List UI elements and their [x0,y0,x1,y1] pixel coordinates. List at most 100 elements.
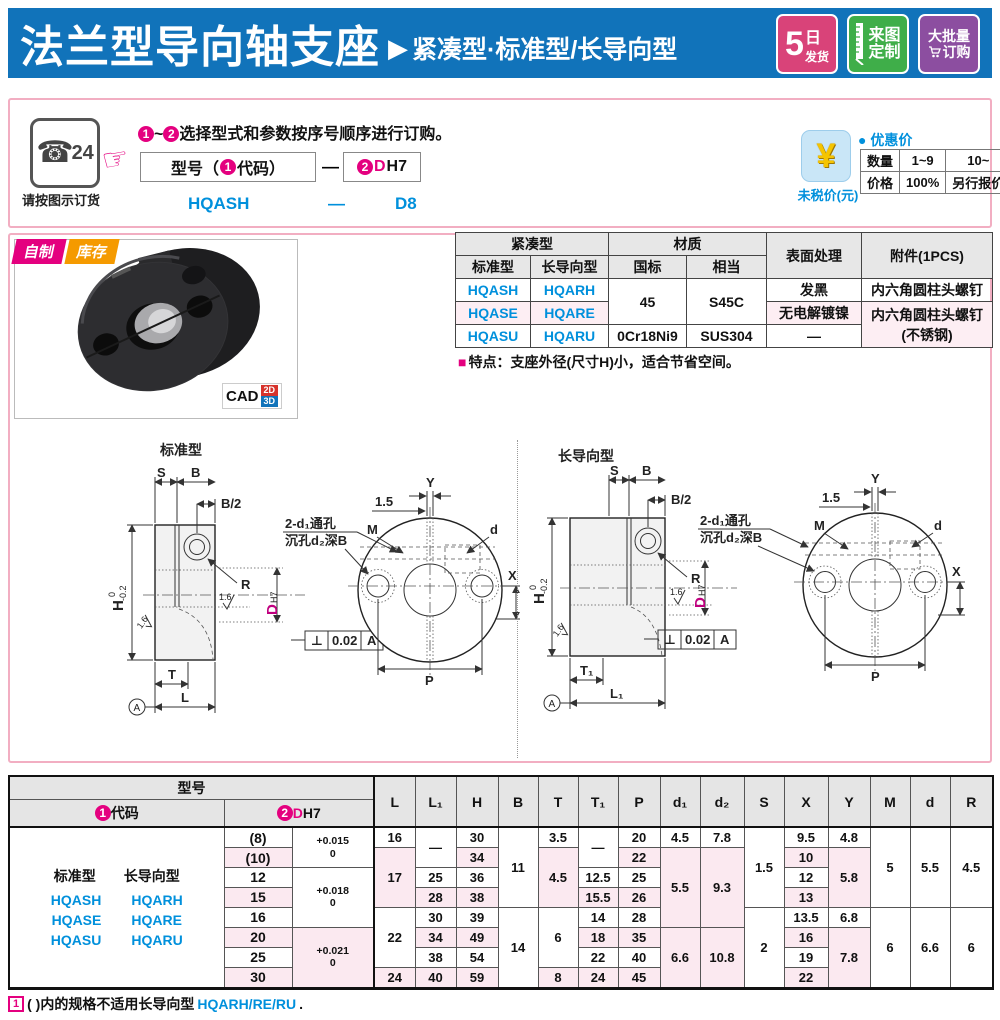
svg-text:S: S [610,463,619,478]
model-hqase: HQASE [455,301,531,325]
drawing-separator [517,440,518,758]
dim-d-small: d [490,522,498,537]
svg-text:P: P [871,669,880,684]
col-d: d [909,775,951,828]
material-row: HQASH HQARH 45 S45C 发黑 内六角圆柱头螺钉 [455,278,993,325]
dim-d-bore: D [264,604,281,615]
col-code: 1 代码 [8,798,225,828]
pointing-finger-icon: ☞ [99,140,132,179]
page-title: 法兰型导向轴支座 [20,23,380,72]
dim-h: H [110,600,127,611]
datum-a: A [134,703,141,714]
svg-text:X: X [952,564,961,579]
service-badges: 5 日 发货 来图 定制 大批量 [776,14,980,74]
price-h-10: 10~ [945,149,1000,172]
svg-text:沉孔d₂深B: 沉孔d₂深B [700,530,762,545]
svg-text:-0.2: -0.2 [118,585,128,601]
svg-text:1.5: 1.5 [822,490,840,505]
dim-l: L [181,690,189,705]
svg-text:D: D [692,597,709,608]
arrow-icon: ▶ [388,32,408,63]
price-quote: 另行报价 [945,171,1000,194]
ordering-panel: ☎ 24 请按图示订货 ☞ 1 ~2 选择型式和参数按序号顺序进行订购。 型号（ 1 代… [8,98,1000,228]
dim-p: P [425,673,434,688]
material-row: HQASU HQARU 0Cr18Ni9 SUS304 — [455,324,993,348]
dimension-table: 型号 L L₁ H B T T₁ P d₁ d₂ S X Y M d R [8,775,994,990]
col-model: 型号 [8,775,375,800]
svg-text:M: M [814,518,825,533]
footnote: 1 ( )内的规格不适用长导向型 HQARH/RE/RU. [8,994,303,1014]
col-T: T [537,775,579,828]
col-equiv: 相当 [686,255,767,279]
col-standard: 标准型 [455,255,531,279]
model-hqash: HQASH [455,278,531,302]
model-hqare: HQARE [530,301,609,325]
svg-text:-0.2: -0.2 [539,578,549,594]
svg-text:0.02: 0.02 [685,632,710,647]
dim-t1: T₁ [580,663,593,678]
yen-icon: ¥ [801,130,851,182]
col-compact: 紧凑型 [455,232,609,256]
drawing-title: 长导向型 [558,448,614,464]
badge-in-stock: 库存 [64,239,120,264]
svg-text:1.6: 1.6 [135,614,150,630]
material-table-wrap: 紧凑型 材质 表面处理 附件(1PCS) 标准型 长导向型 国标 相当 HQAS… [455,232,993,348]
svg-text:A: A [549,699,556,710]
dim-m: M [367,522,378,537]
svg-text:H7: H7 [269,591,279,603]
price-table: 数量 1~9 10~ 价格 100% 另行报价 [859,149,1000,194]
dim-y: Y [426,475,435,490]
col-material: 材质 [608,232,767,256]
dim-1-5: 1.5 [375,494,393,509]
product-photo [77,248,260,392]
price-h-qty: 数量 [859,149,901,172]
badge-self-made: 自制 [11,239,67,264]
model-hqarh: HQARH [530,278,609,302]
badge-bulk-order: 大批量 订购 [918,14,980,74]
ruler-icon [855,23,865,65]
untaxed-price-label: 未税价(元) [797,188,859,203]
svg-text:H: H [531,593,548,604]
svg-text:H7: H7 [697,584,707,596]
col-L1: L₁ [414,775,457,828]
tolerance-datum: A [367,633,377,648]
dim-r: R [241,577,251,592]
discount-title: ● 优惠价 [858,132,913,148]
perpendicularity-icon: ⊥ [311,633,323,648]
svg-text:R: R [691,571,701,586]
col-B: B [497,775,539,828]
footnote-marker: 1 [8,996,25,1012]
roughness-mark: 1.6 [219,592,232,602]
svg-text:⊥: ⊥ [664,632,676,647]
phone-icon: ☎ [36,136,74,169]
svg-text:d: d [934,518,942,533]
square-bullet-icon: ■ [458,354,467,370]
cad-badge: CAD 2D 3D [222,383,283,409]
badge-5day-shipping: 5 日 发货 [776,14,838,74]
drawing-long-guide-type: 长导向型 S B B/2 H 0 -0.2 R [528,448,965,712]
dim-s: S [157,465,166,480]
svg-text:1.6: 1.6 [670,587,683,597]
dimension-table-wrap: 型号 L L₁ H B T T₁ P d₁ d₂ S X Y M d R [8,775,994,990]
col-P: P [617,775,661,828]
badge-custom-made: 来图 定制 [847,14,909,74]
tolerance-value: 0.02 [332,633,357,648]
col-M: M [869,775,911,828]
cad-3d: 3D [260,396,279,407]
ordering-instruction: 1 ~2 选择型式和参数按序号顺序进行订购。 [138,120,451,144]
model-code-cell: 标准型 长导向型 HQASH HQARH HQASE HQARE HQASU HQAR… [8,826,225,989]
model-hqasu: HQASU [455,324,531,348]
phone-24h-icon: ☎ 24 [30,118,100,188]
price-100: 100% [899,171,947,194]
cart-icon [928,46,941,58]
col-S: S [743,775,785,828]
svg-text:1.6: 1.6 [551,622,566,638]
dim-l1: L₁ [610,686,623,701]
col-accessory: 附件(1PCS) [861,232,993,279]
material-table: 紧凑型 材质 表面处理 附件(1PCS) 标准型 长导向型 国标 相当 HQAS… [455,232,993,348]
model-code-box: 型号（ 1 代码） [140,152,316,182]
col-gb: 国标 [608,255,687,279]
dim-b-half: B/2 [221,496,241,511]
price-label: 价格 [859,171,901,194]
svg-text:B: B [642,463,651,478]
